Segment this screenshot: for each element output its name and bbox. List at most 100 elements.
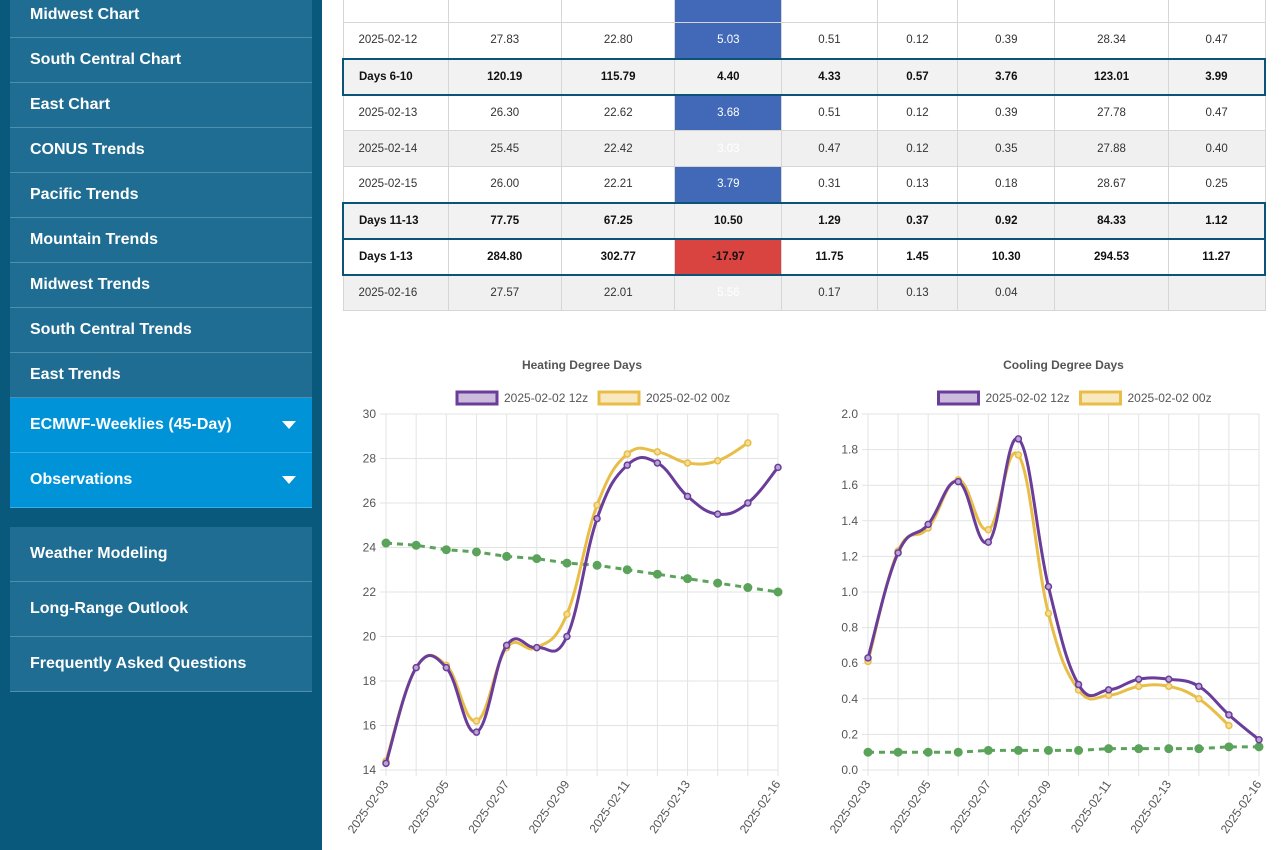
data-point[interactable] [1134, 744, 1144, 754]
data-point[interactable] [1074, 745, 1084, 755]
data-point[interactable] [381, 538, 391, 548]
data-point[interactable] [953, 747, 963, 757]
data-point[interactable] [984, 525, 993, 534]
data-point[interactable] [532, 554, 542, 564]
data-point[interactable] [593, 514, 601, 523]
legend-swatch[interactable] [455, 390, 499, 406]
data-point[interactable] [1104, 744, 1114, 754]
data-point[interactable] [382, 759, 390, 768]
data-point[interactable] [533, 643, 541, 652]
sidebar-item-east-chart[interactable]: East Chart [10, 83, 312, 128]
caret-down-icon[interactable] [282, 421, 296, 429]
data-point[interactable] [743, 583, 753, 593]
data-point[interactable] [1074, 680, 1083, 689]
data-point[interactable] [924, 520, 932, 529]
data-point[interactable] [652, 569, 662, 579]
data-point[interactable] [592, 560, 602, 570]
data-point[interactable] [1014, 451, 1023, 459]
data-point[interactable] [954, 477, 962, 486]
caret-down-icon[interactable] [282, 476, 296, 484]
sidebar-item-south-central-chart[interactable]: South Central Chart [10, 38, 312, 83]
data-point[interactable] [1014, 435, 1023, 443]
data-point[interactable] [563, 632, 571, 641]
data-point[interactable] [442, 663, 451, 672]
data-point[interactable] [1013, 745, 1023, 755]
data-point[interactable] [1134, 675, 1143, 683]
data-point[interactable] [623, 461, 631, 469]
data-point[interactable] [1195, 695, 1203, 703]
data-point[interactable] [744, 439, 752, 447]
data-point[interactable] [893, 747, 903, 757]
data-point[interactable] [1224, 742, 1234, 752]
data-point[interactable] [713, 510, 722, 518]
data-point[interactable] [593, 501, 601, 509]
legend-swatch[interactable] [597, 390, 641, 406]
data-point[interactable] [894, 549, 902, 557]
legend-label[interactable]: 2025-02-02 12z [504, 391, 588, 405]
data-point[interactable] [1165, 675, 1173, 683]
data-point[interactable] [923, 747, 933, 757]
data-point[interactable] [983, 745, 993, 755]
data-point[interactable] [1043, 745, 1053, 755]
data-point[interactable] [1254, 742, 1264, 752]
data-point[interactable] [472, 717, 481, 725]
data-point[interactable] [1044, 582, 1053, 591]
data-point[interactable] [441, 545, 451, 555]
data-point[interactable] [1134, 682, 1143, 691]
cell-col7: 28.34 [1054, 22, 1169, 59]
data-point[interactable] [1044, 609, 1053, 618]
data-point[interactable] [622, 565, 632, 575]
data-point[interactable] [412, 663, 420, 672]
sidebar-item-ecmwf-weeklies[interactable]: ECMWF-Weeklies (45-Day) [10, 398, 312, 453]
data-point[interactable] [472, 728, 481, 736]
sidebar-item-observations[interactable]: Observations [10, 453, 312, 508]
legend-label[interactable]: 2025-02-02 00z [1128, 391, 1212, 405]
data-point[interactable] [1195, 682, 1203, 691]
data-point[interactable] [1165, 682, 1173, 691]
data-point[interactable] [653, 459, 662, 467]
data-point[interactable] [774, 463, 782, 472]
sidebar-menu: Midwest Chart South Central Chart East C… [10, 0, 312, 508]
data-point[interactable] [863, 747, 873, 757]
data-point[interactable] [502, 551, 512, 561]
sidebar-item-weather-modeling[interactable]: Weather Modeling [10, 527, 312, 582]
cell-col5: 0.12 [876, 94, 959, 131]
sidebar-item-midwest-trends[interactable]: Midwest Trends [10, 263, 312, 308]
data-point[interactable] [1194, 744, 1204, 754]
data-point[interactable] [773, 587, 783, 597]
data-point[interactable] [984, 538, 993, 546]
data-point[interactable] [1255, 735, 1263, 744]
data-point[interactable] [683, 574, 693, 584]
data-point[interactable] [1225, 711, 1233, 719]
data-point[interactable] [653, 448, 662, 456]
data-point[interactable] [683, 459, 692, 467]
data-point[interactable] [713, 578, 723, 588]
data-point[interactable] [1164, 744, 1174, 754]
sidebar-item-conus-trends[interactable]: CONUS Trends [10, 128, 312, 173]
legend-label[interactable]: 2025-02-02 12z [986, 391, 1070, 405]
sidebar-item-faq[interactable]: Frequently Asked Questions [10, 637, 312, 692]
data-point[interactable] [713, 456, 722, 465]
legend-label[interactable]: 2025-02-02 00z [646, 391, 730, 405]
legend-swatch[interactable] [1079, 390, 1122, 406]
sidebar-item-south-central-trends[interactable]: South Central Trends [10, 308, 312, 353]
data-point[interactable] [683, 492, 692, 501]
cell-col2: 67.25 [560, 201, 676, 240]
legend-swatch[interactable] [937, 390, 980, 406]
data-point[interactable] [864, 654, 872, 662]
data-point[interactable] [563, 610, 571, 618]
data-point[interactable] [562, 558, 572, 568]
data-point[interactable] [411, 540, 421, 550]
data-point[interactable] [1225, 721, 1233, 730]
sidebar-item-mountain-trends[interactable]: Mountain Trends [10, 218, 312, 263]
sidebar-item-long-range-outlook[interactable]: Long-Range Outlook [10, 582, 312, 637]
data-point[interactable] [1104, 686, 1113, 694]
x-tick-label: 2025-02-11 [1068, 777, 1114, 835]
data-point[interactable] [471, 547, 481, 557]
sidebar-item-east-trends[interactable]: East Trends [10, 353, 312, 398]
data-point[interactable] [623, 450, 631, 458]
sidebar-item-pacific-trends[interactable]: Pacific Trends [10, 173, 312, 218]
data-point[interactable] [744, 499, 752, 507]
sidebar-item-midwest-chart[interactable]: Midwest Chart [10, 0, 312, 38]
data-point[interactable] [502, 641, 511, 650]
